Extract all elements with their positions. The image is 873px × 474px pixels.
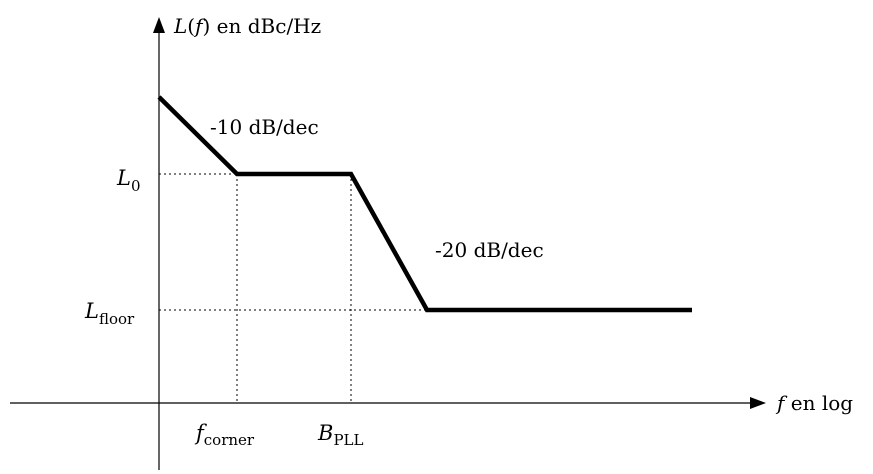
y-axis-label-paren-close: ) — [203, 14, 211, 38]
x-axis-arrow — [750, 397, 766, 409]
freq-pll-sub: PLL — [333, 431, 363, 449]
freq-corner-sub: corner — [204, 431, 255, 449]
y-axis-label-unit: en dBc/Hz — [210, 14, 321, 38]
x-axis-label: f en log — [775, 391, 853, 415]
freq-corner-label: fcorner — [194, 421, 255, 449]
x-axis-label-unit: en log — [784, 391, 853, 415]
freq-corner-main: f — [194, 421, 207, 445]
level-L0-sub: 0 — [131, 177, 141, 195]
phase-noise-curve — [157, 95, 692, 313]
slope-label-1: -10 dB/dec — [210, 115, 319, 139]
level-L0-label: L0 — [116, 166, 141, 195]
y-axis-label-L: L — [173, 14, 187, 38]
freq-pll-main: B — [317, 421, 333, 445]
level-Lfloor-label: Lfloor — [84, 299, 135, 328]
level-L0-main: L — [116, 166, 131, 190]
y-axis-arrow — [153, 17, 165, 33]
slope-label-2: -20 dB/dec — [435, 238, 544, 262]
y-axis-label-paren-open: ( — [187, 14, 195, 38]
y-axis-label: L(f) en dBc/Hz — [173, 14, 321, 38]
level-Lfloor-sub: floor — [99, 310, 135, 328]
guide-lines — [159, 173, 427, 403]
freq-pll-label: BPLL — [317, 421, 363, 449]
level-Lfloor-main: L — [84, 299, 99, 323]
